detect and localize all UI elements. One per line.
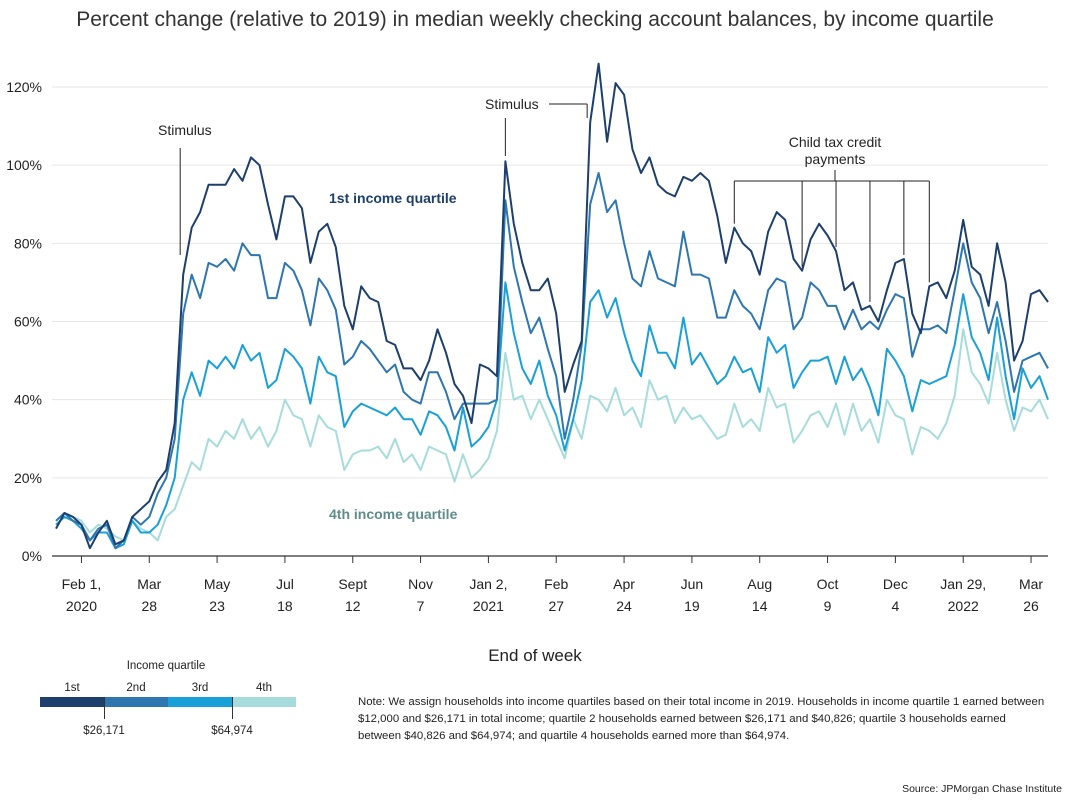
stimulus-label-2: Stimulus — [485, 96, 539, 112]
legend-cutoff-tick-2 — [232, 697, 233, 719]
x-tick-label-line2: 26 — [1023, 598, 1039, 614]
series-line — [55, 281, 1049, 550]
series-labels: 1st income quartile 4th income quartile — [329, 190, 458, 522]
child-tax-credit-label: Child tax credit — [789, 134, 882, 150]
y-tick-label: 120% — [6, 79, 42, 95]
y-tick-label: 40% — [14, 392, 42, 408]
y-tick-label: 0% — [22, 548, 42, 564]
x-tick-label-line2: 2020 — [66, 598, 97, 614]
x-tick-label: May — [204, 576, 230, 592]
x-tick-label-line2: 4 — [891, 598, 899, 614]
legend-cutoff-1: $26,171 — [83, 725, 125, 737]
x-tick-label: Sept — [338, 576, 367, 592]
series-label-1st: 1st income quartile — [329, 190, 457, 206]
legend-color-bar — [40, 697, 296, 707]
x-tick-label-line2: 28 — [141, 598, 157, 614]
stimulus-label-1: Stimulus — [158, 122, 212, 138]
legend-label-3rd: 3rd — [191, 682, 209, 694]
y-tick-label: 20% — [14, 470, 42, 486]
annotations: Stimulus Stimulus Child tax credit payme… — [158, 96, 930, 302]
x-tick-label: Jun — [681, 576, 704, 592]
x-tick-label-line2: 19 — [684, 598, 700, 614]
x-tick-label: Apr — [613, 576, 635, 592]
x-tick-label: Feb 1, — [62, 576, 102, 592]
y-axis: 0% 20% 40% 60% 80% 100% 120% — [6, 79, 42, 564]
x-axis: Feb 1, 2020 Mar 28 May 23 Jul 18 Sept 12 Nov 7 Jan 2… — [52, 555, 1048, 614]
source-credit: Source: JPMorgan Chase Institute — [902, 783, 1062, 795]
child-tax-credit-label-2: payments — [805, 151, 866, 167]
x-axis-title: End of week — [488, 646, 582, 665]
x-tick-label: Dec — [883, 576, 908, 592]
x-tick-label-line2: 18 — [277, 598, 293, 614]
series-label-4th: 4th income quartile — [329, 506, 458, 522]
legend-swatch-3rd — [168, 697, 232, 707]
x-tick-label-line2: 2022 — [948, 598, 979, 614]
series-line — [55, 62, 1049, 550]
x-tick-label: Jan 29, — [940, 576, 986, 592]
chart-title: Percent change (relative to 2019) in med… — [76, 8, 994, 31]
x-tick-label: Jul — [276, 576, 294, 592]
x-tick-label-line2: 14 — [752, 598, 768, 614]
x-tick-label: Mar — [137, 576, 161, 592]
x-tick-label: Nov — [408, 576, 433, 592]
y-tick-label: 60% — [14, 314, 42, 330]
legend-title: Income quartile — [126, 660, 206, 672]
legend-label-4th: 4th — [256, 682, 272, 694]
series-line — [55, 328, 1049, 542]
grid — [52, 86, 1048, 479]
x-tick-label-line2: 12 — [345, 598, 361, 614]
x-tick-label-line2: 23 — [209, 598, 225, 614]
x-tick-label-line2: 27 — [548, 598, 564, 614]
series-line — [55, 172, 1049, 550]
x-tick-label: Jan 2, — [469, 576, 507, 592]
legend-cutoff-tick-1 — [104, 697, 105, 719]
x-tick-label: Aug — [747, 576, 772, 592]
x-tick-label-line2: 7 — [417, 598, 425, 614]
x-tick-label: Mar — [1019, 576, 1043, 592]
legend-label-2nd: 2nd — [126, 682, 146, 694]
x-tick-label: Feb — [544, 576, 568, 592]
series-lines — [55, 62, 1049, 550]
footnote: Note: We assign households into income q… — [358, 696, 1045, 742]
legend-cutoff-2: $64,974 — [211, 725, 253, 737]
x-tick-label-line2: 9 — [824, 598, 832, 614]
legend-swatch-4th — [232, 697, 296, 707]
x-tick-label: Oct — [817, 576, 839, 592]
legend-swatch-1st — [40, 697, 104, 707]
x-tick-label-line2: 24 — [616, 598, 632, 614]
x-tick-label-line2: 2021 — [473, 598, 504, 614]
legend-label-1st: 1st — [64, 682, 80, 694]
y-tick-label: 100% — [6, 157, 42, 173]
legend-swatch-2nd — [104, 697, 168, 707]
y-tick-label: 80% — [14, 235, 42, 251]
